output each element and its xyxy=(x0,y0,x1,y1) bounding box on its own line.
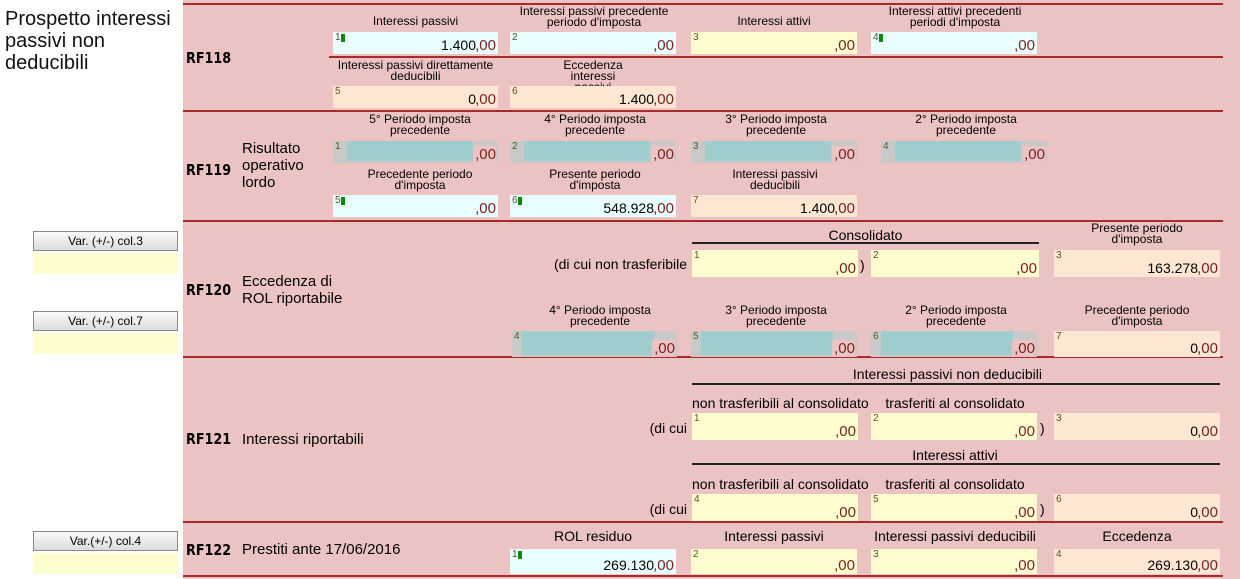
rf118-c1-field[interactable]: 1 1.400 ,00 xyxy=(333,32,498,54)
separator xyxy=(183,110,1223,112)
rf119-c7-label: Interessi passivi deducibili xyxy=(732,167,818,192)
separator xyxy=(329,56,1223,58)
rf121-c4-label: non trasferibili al consolidato xyxy=(692,476,869,492)
separator xyxy=(183,3,1223,5)
rf118-c3-field[interactable]: 3 ,00 xyxy=(691,32,857,54)
rf121-description: Interessi riportabili xyxy=(242,431,364,448)
rf122-c2-field[interactable]: 2 ,00 xyxy=(691,549,857,574)
rf122-description: Prestiti ante 17/06/2016 xyxy=(242,541,401,558)
rf120-c5-label: 3° Periodo imposta precedente xyxy=(725,303,827,328)
rf120-c7-field[interactable]: 7 0 ,00 xyxy=(1054,331,1220,357)
close-paren: ) xyxy=(860,257,865,273)
var-col3-field[interactable] xyxy=(33,253,178,274)
rf118-c1-value: 1.400 xyxy=(440,37,476,53)
separator xyxy=(183,220,1223,222)
rf122-c1-label: ROL residuo xyxy=(553,528,633,544)
rf119-c7-field[interactable]: 7 1.400 ,00 xyxy=(691,195,857,217)
rf120-c3-field[interactable]: 3 163.278 ,00 xyxy=(1054,250,1220,277)
rf121-c3-field[interactable]: 3 0 ,00 xyxy=(1054,413,1220,440)
rf122-c2-label: Interessi passivi xyxy=(724,528,824,544)
rf118-c3-label: Interessi attivi xyxy=(737,14,811,28)
rf118-c5-label: Interessi passivi direttamente deducibil… xyxy=(337,58,494,83)
rf118-c2-field[interactable]: 2 ,00 xyxy=(510,32,676,54)
rf119-c5-label: Precedente periodo d'imposta xyxy=(367,167,473,192)
rf121-c1-field[interactable]: 1 ,00 xyxy=(692,413,858,440)
rf122-c1-field[interactable]: 1 269.130 ,00 xyxy=(510,549,676,574)
separator xyxy=(183,356,1223,358)
rf118-c4-field[interactable]: 4 ,00 xyxy=(871,32,1037,54)
var-col7-button[interactable]: Var. (+/-) col.7 xyxy=(33,311,178,331)
rf120-c7-label: Precedente periodo d'imposta xyxy=(1084,303,1190,328)
group-line xyxy=(692,383,1220,385)
rf119-c4-label: 2° Periodo imposta precedente xyxy=(915,112,1017,137)
di-cui-label: (di cui xyxy=(649,501,687,517)
close-paren: ) xyxy=(1040,501,1045,517)
row-code-rf122: RF122 xyxy=(186,541,232,559)
group-interessi-passivi: Interessi passivi non deducibili xyxy=(852,366,1042,382)
rf119-c3-label: 3° Periodo imposta precedente xyxy=(725,112,827,137)
var-col7-field[interactable] xyxy=(33,333,178,354)
page-title: Prospetto interessi passivi non deducibi… xyxy=(5,8,171,74)
consolidato-line xyxy=(692,242,1039,244)
rf118-c2-label: Interessi passivi precedente periodo d'i… xyxy=(519,4,669,29)
rf120-c6-field[interactable]: 6 ,00 xyxy=(871,331,1037,357)
row-code-rf120: RF120 xyxy=(186,281,232,299)
group-line xyxy=(692,463,1220,465)
rf119-c5-field[interactable]: 5 ,00 xyxy=(333,195,498,217)
rf121-c6-field[interactable]: 6 0 ,00 xyxy=(1054,494,1220,521)
rf120-c4-field[interactable]: 4 ,00 xyxy=(512,331,677,357)
rf119-c1-field[interactable]: 1 ,00 xyxy=(333,141,498,163)
rf122-c4-label: Eccedenza xyxy=(1102,528,1172,544)
di-cui-label: (di cui xyxy=(649,420,687,436)
rf120-description: Eccedenza di ROL riportabile xyxy=(242,273,343,307)
separator xyxy=(183,521,1223,523)
var-col4-field[interactable] xyxy=(33,553,178,574)
rf119-description: Risultato operativo lordo xyxy=(242,140,304,191)
var-col3-button[interactable]: Var. (+/-) col.3 xyxy=(33,231,178,251)
rf118-c1-label: Interessi passivi xyxy=(372,14,459,28)
rf121-c2-field[interactable]: 2 ,00 xyxy=(871,413,1037,440)
rf119-c3-field[interactable]: 3 ,00 xyxy=(691,141,857,163)
consolidato-heading: Consolidato xyxy=(828,227,903,243)
rf122-c3-label: Interessi passivi deducibili xyxy=(874,528,1036,544)
rf120-c6-label: 2° Periodo imposta precedente xyxy=(905,303,1007,328)
rf119-c1-label: 5° Periodo imposta precedente xyxy=(369,112,471,137)
rf120-c2-field[interactable]: 2 ,00 xyxy=(871,250,1039,277)
rf120-c1-field[interactable]: 1 ,00 xyxy=(692,250,858,277)
rf120-c3-label: Presente periodo d'imposta xyxy=(1091,221,1183,246)
row-code-rf118: RF118 xyxy=(186,49,232,67)
rf122-c4-field[interactable]: 4 269.130 ,00 xyxy=(1054,549,1220,574)
rf121-c1-label: non trasferibili al consolidato xyxy=(692,395,869,411)
group-interessi-attivi: Interessi attivi xyxy=(912,447,998,463)
var-col4-button[interactable]: Var.(+/-) col.4 xyxy=(33,531,178,551)
rf119-c4-field[interactable]: 4 ,00 xyxy=(881,141,1047,163)
rf118-c4-label: Interessi attivi precedenti periodi d'im… xyxy=(888,4,1022,29)
rf119-c6-field[interactable]: 6 548.928 ,00 xyxy=(510,195,676,217)
separator xyxy=(183,575,1223,577)
row-code-rf121: RF121 xyxy=(186,430,232,448)
rf118-c5-field[interactable]: 5 0 ,00 xyxy=(333,86,498,108)
rf118-c6-field[interactable]: 6 1.400 ,00 xyxy=(510,86,676,108)
rf121-c5-field[interactable]: 5 ,00 xyxy=(871,494,1037,521)
rf120-c4-label: 4° Periodo imposta precedente xyxy=(549,303,651,328)
rf121-c4-field[interactable]: 4 ,00 xyxy=(692,494,858,521)
rf120-c5-field[interactable]: 5 ,00 xyxy=(691,331,857,357)
row-code-rf119: RF119 xyxy=(186,161,232,179)
rf119-c2-field[interactable]: 2 ,00 xyxy=(510,141,676,163)
rf122-c3-field[interactable]: 3 ,00 xyxy=(871,549,1037,574)
close-paren: ) xyxy=(1040,420,1045,436)
rf119-c6-label: Presente periodo d'imposta xyxy=(549,167,641,192)
non-trasferibile-label: (di cui non trasferibile xyxy=(553,256,687,272)
rf121-c5-label: trasferiti al consolidato xyxy=(885,476,1025,492)
rf119-c2-label: 4° Periodo imposta precedente xyxy=(544,112,646,137)
rf121-c2-label: trasferiti al consolidato xyxy=(885,395,1025,411)
